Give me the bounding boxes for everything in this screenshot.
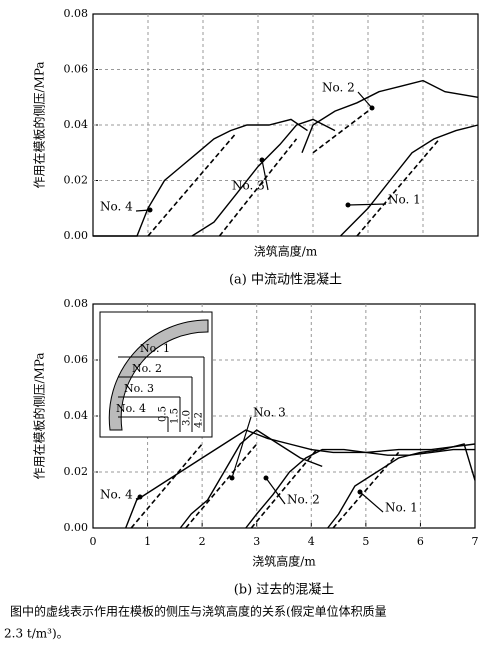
reference-line [147, 132, 237, 237]
note: 2.3 t/m³)。 [4, 627, 69, 641]
series-label: No. 3 [253, 406, 286, 420]
series-line [340, 124, 479, 237]
x-tick-label: 7 [472, 535, 479, 548]
reference-line [312, 110, 369, 154]
arrow-head [369, 105, 375, 111]
label-arrow [265, 477, 286, 505]
reference-line [185, 443, 258, 529]
series-label: No. 1 [385, 501, 418, 515]
y-tick-label: 0.06 [64, 353, 89, 366]
inset-label: No. 3 [124, 382, 154, 395]
series-line [245, 448, 475, 529]
arrow-head [229, 475, 235, 481]
inset-height: 3.0 [182, 410, 193, 426]
arrow-head [263, 475, 269, 481]
caption: (b) 过去的混凝土 [234, 582, 335, 598]
x-tick-label: 0 [90, 535, 97, 548]
y-axis-label: 作用在模板的侧压/MPa [32, 61, 47, 188]
x-tick-label: 6 [417, 535, 424, 548]
caption: (a) 中流动性混凝土 [229, 272, 342, 288]
arrow-head [345, 202, 351, 208]
series-line [327, 443, 476, 529]
series-label: No. 2 [287, 493, 320, 507]
inset-height: 4.2 [194, 412, 205, 428]
inset-label: No. 1 [140, 342, 170, 355]
reference-line [332, 451, 400, 529]
y-tick-label: 0.08 [64, 297, 89, 310]
label-arrow [261, 159, 269, 191]
y-tick-label: 0.04 [64, 409, 89, 422]
series-line [179, 429, 323, 529]
note: 图中的虚线表示作用在模板的侧压与浇筑高度的关系(假定单位体积质量 [10, 604, 387, 619]
series-line [125, 429, 476, 529]
y-tick-label: 0.06 [64, 63, 89, 76]
y-tick-label: 0.04 [64, 118, 89, 131]
reference-line [250, 449, 318, 529]
x-tick-label: 2 [199, 535, 206, 548]
label-arrow [231, 416, 252, 479]
arrow-head [147, 207, 153, 213]
y-tick-label: 0.00 [64, 229, 89, 242]
inset-label: No. 2 [132, 362, 162, 375]
inset-height: 1.5 [170, 408, 181, 424]
label-arrow [347, 203, 387, 206]
series-line [191, 118, 336, 237]
series-label: No. 1 [388, 193, 421, 207]
arrow-head [357, 489, 363, 495]
x-tick-label: 5 [362, 535, 369, 548]
series-label: No. 4 [100, 200, 133, 214]
label-arrow [357, 91, 373, 109]
x-tick-label: 1 [144, 535, 151, 548]
series-label: No. 2 [322, 81, 355, 95]
series-line [301, 79, 479, 154]
arrow-head [259, 157, 265, 163]
x-axis-label: 浇筑高度/m [252, 554, 316, 569]
x-tick-label: 3 [253, 535, 260, 548]
y-tick-label: 0.02 [64, 465, 89, 478]
x-tick-label: 4 [308, 535, 315, 548]
arrow-head [137, 494, 143, 500]
reference-line [130, 443, 203, 529]
inset-label: No. 4 [116, 402, 146, 415]
inset-height: 0.5 [158, 406, 169, 422]
series-line [93, 118, 308, 237]
y-axis-label: 作用在模板的侧压/MPa [32, 352, 47, 479]
y-tick-label: 0.00 [64, 521, 89, 534]
series-label: No. 4 [100, 488, 133, 502]
label-arrow [359, 491, 384, 513]
reference-line [218, 138, 298, 237]
y-tick-label: 0.02 [64, 174, 89, 187]
x-axis-label: 浇筑高度/m [254, 244, 318, 259]
y-tick-label: 0.08 [64, 7, 89, 20]
reference-line [356, 138, 441, 237]
